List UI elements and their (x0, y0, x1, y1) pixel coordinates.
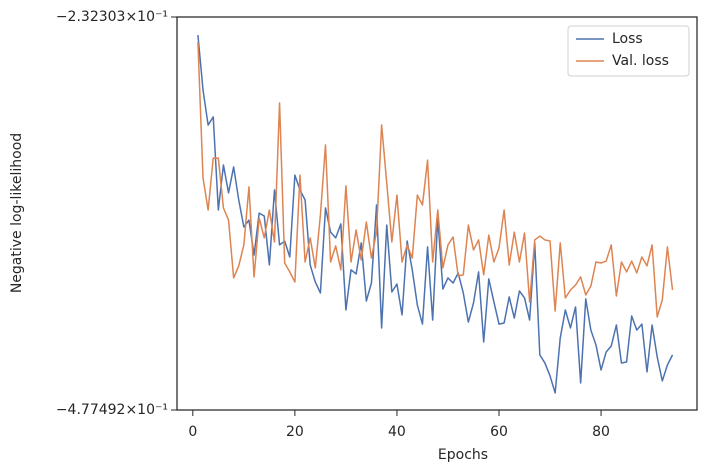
legend-label: Loss (612, 31, 643, 47)
x-tick-label: 0 (188, 424, 197, 440)
legend-label: Val. loss (612, 53, 669, 69)
legend: Loss Val. loss (567, 25, 690, 77)
line-series (197, 34, 674, 394)
x-tick-label: 40 (388, 424, 406, 440)
line-series (197, 41, 674, 318)
x-tick-label: 20 (286, 424, 304, 440)
x-axis-label: Epochs (438, 447, 488, 463)
plot-frame (176, 16, 698, 411)
x-tick-label: 60 (490, 424, 508, 440)
y-axis-label: Negative log-likelihood (9, 133, 25, 293)
y-tick-label: −2.32303×10⁻¹ (56, 9, 168, 25)
x-tick-label: 80 (592, 424, 610, 440)
y-tick-label: −4.77492×10⁻¹ (56, 402, 168, 418)
